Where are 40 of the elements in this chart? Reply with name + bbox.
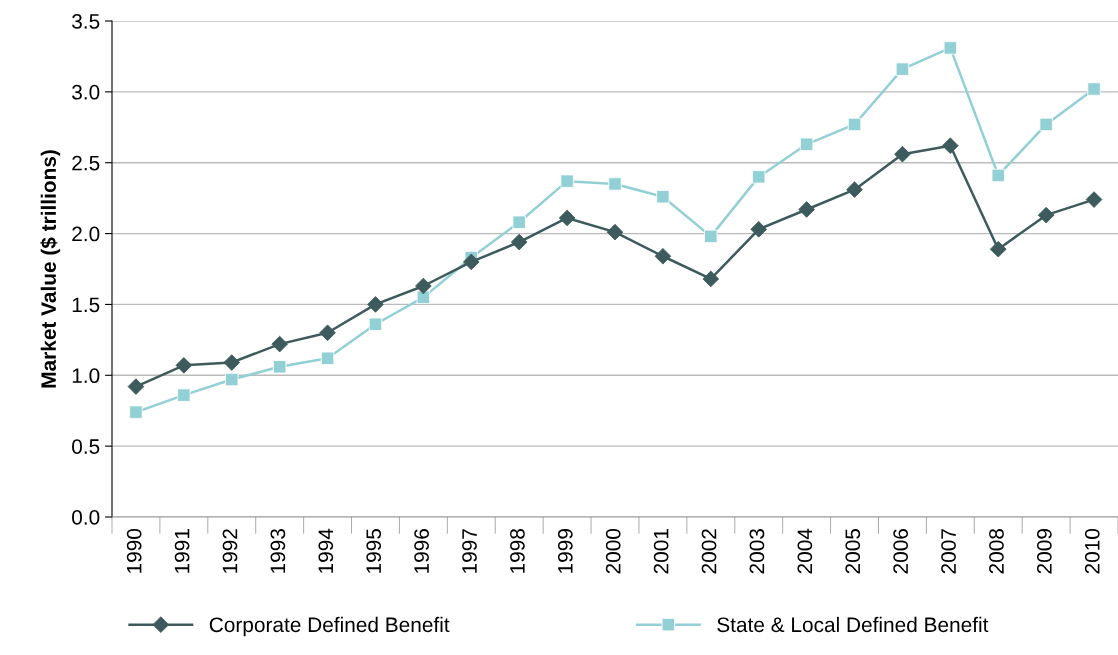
x-tick-label: 2006 <box>893 529 909 574</box>
x-tick-label: 1995 <box>366 528 382 573</box>
x-tick-label: 2008 <box>989 529 1004 574</box>
point <box>271 335 288 353</box>
x-tick-label: 1992 <box>222 529 238 573</box>
y-tick-label: 1.5 <box>72 297 100 313</box>
x-tick-label: 1997 <box>462 529 477 573</box>
x-tick-label: 2002 <box>701 529 717 574</box>
x-tick-label: 1993 <box>270 529 286 573</box>
point <box>1085 191 1103 208</box>
point <box>415 277 432 295</box>
point <box>320 351 335 365</box>
y-axis-title: Market Value ($ trillions) <box>40 150 61 388</box>
y-tick-label: 2.5 <box>72 155 100 171</box>
x-tick-label: 2010 <box>1084 528 1100 574</box>
x-tick-label: 2000 <box>605 528 621 574</box>
point <box>223 354 241 371</box>
point <box>175 357 193 374</box>
x-tick-label: 2001 <box>653 529 669 574</box>
y-tick-label: 0.0 <box>72 510 100 525</box>
x-tick-label: 2004 <box>797 528 813 574</box>
legend-label: State & Local Defined Benefit <box>717 616 989 633</box>
x-tick-label: 2009 <box>1036 529 1052 574</box>
x-tick-label: 2003 <box>749 529 765 574</box>
x-tick-label: 1994 <box>318 528 334 573</box>
y-tick-label: 3.5 <box>72 14 100 29</box>
x-tick-label: 1998 <box>510 529 525 573</box>
x-tick-label: 2005 <box>845 528 861 574</box>
x-tick-label: 2007 <box>941 529 956 574</box>
x-tick-label: 1990 <box>126 528 142 573</box>
y-tick-label: 3.0 <box>72 84 100 100</box>
y-tick-label: 0.5 <box>72 439 100 454</box>
x-tick-label: 1991 <box>174 529 190 573</box>
legend-label: Corporate Defined Benefit <box>209 616 450 637</box>
y-tick-label: 1.0 <box>72 368 100 384</box>
point <box>416 290 431 305</box>
x-tick-label: 1999 <box>557 529 573 573</box>
y-tick-label: 2.0 <box>72 226 100 242</box>
x-tick-label: 1996 <box>414 529 429 573</box>
point <box>799 137 814 151</box>
